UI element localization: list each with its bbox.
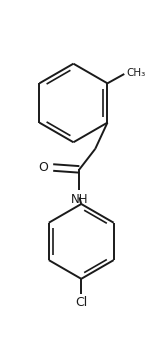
Text: O: O xyxy=(39,161,49,174)
Text: CH₃: CH₃ xyxy=(126,68,145,78)
Text: NH: NH xyxy=(71,193,88,206)
Text: Cl: Cl xyxy=(75,296,87,309)
